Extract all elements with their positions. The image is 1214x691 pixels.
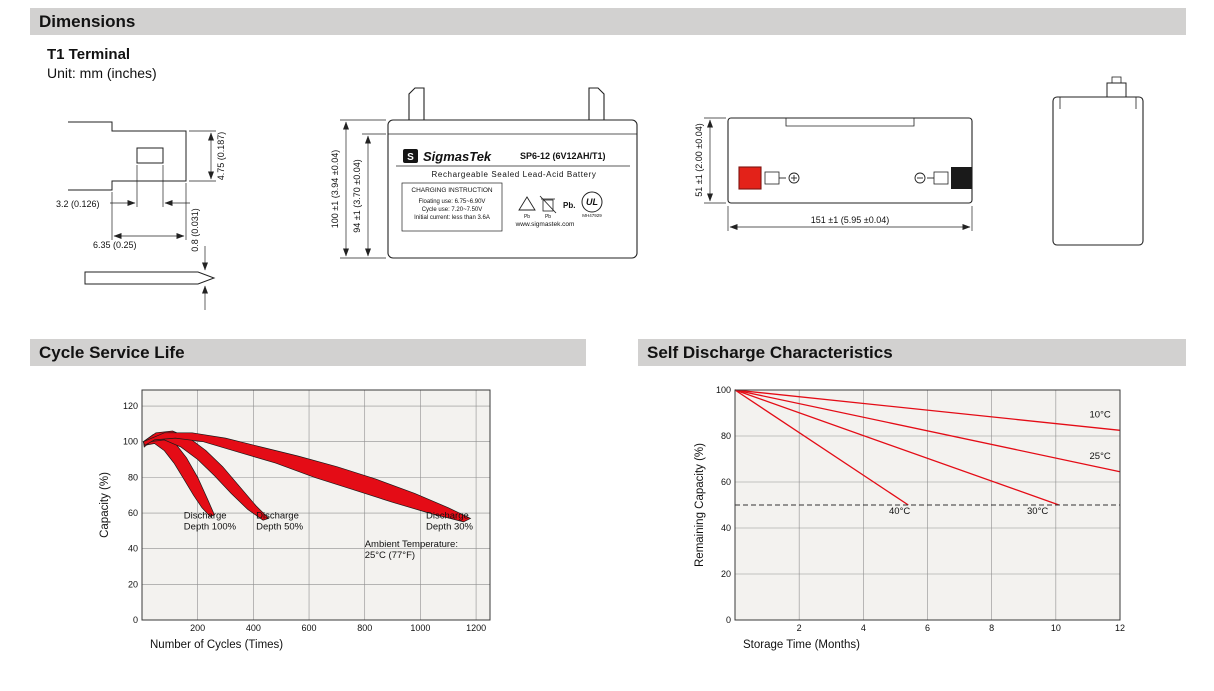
charging-instruction-title: CHARGING INSTRUCTION <box>411 187 493 194</box>
self-discharge-chart: 2 4 6 8 10 12 0 20 40 60 80 100 10°C 25°C 30°C 40°C Stor… <box>694 385 1125 651</box>
y-tick-label: 80 <box>128 472 138 482</box>
recycle-pb-label: Pb <box>524 214 530 220</box>
logo-letter: S <box>407 152 414 163</box>
battery-side-view-drawing: 51 ±1 (2.00 ±0.04) 151 ±1 (5.95 ±0.04) <box>694 117 973 231</box>
y-tick-label: 40 <box>721 523 731 533</box>
front-left-terminal <box>408 87 425 120</box>
chart-annotation: Discharge <box>426 510 469 521</box>
x-tick-label: 200 <box>190 623 205 633</box>
y-axis-title: Capacity (%) <box>99 472 111 538</box>
y-tick-label: 60 <box>721 477 731 487</box>
x-tick-label: 1200 <box>466 623 486 633</box>
x-tick-label: 10 <box>1051 623 1061 633</box>
chart-annotation: Depth 50% <box>256 521 304 532</box>
end-view-terminal <box>1106 82 1127 98</box>
pb-mark: Pb. <box>563 201 575 210</box>
x-tick-label: 6 <box>925 623 930 633</box>
battery-front-view-drawing: S SigmasTek SP6-12 (6V12AH/T1) Rechargea… <box>330 87 638 259</box>
x-tick-label: 1000 <box>410 623 430 633</box>
dim-terminal-height: 4.75 (0.187) <box>216 132 226 181</box>
charging-instruction-box <box>401 182 503 232</box>
front-right-terminal <box>588 87 605 120</box>
website-label: www.sigmastek.com <box>515 221 575 228</box>
chart-annotation: 10°C <box>1090 410 1111 421</box>
y-tick-label: 0 <box>133 615 138 625</box>
x-tick-label: 600 <box>302 623 317 633</box>
chart-annotation: Discharge <box>184 510 227 521</box>
x-tick-label: 12 <box>1115 623 1125 633</box>
section-header-cycle-service-life: Cycle Service Life <box>30 339 586 366</box>
charging-line-3: Initial current: less than 3.6A <box>414 215 490 221</box>
chart-annotation: 25°C <box>1090 451 1111 462</box>
x-axis-title: Storage Time (Months) <box>743 639 860 651</box>
dim-terminal-width: 6.35 (0.25) <box>93 240 137 250</box>
y-tick-label: 40 <box>128 544 138 554</box>
x-axis-title: Number of Cycles (Times) <box>150 639 283 651</box>
dim-terminal-thickness: 0.8 (0.031) <box>190 208 200 252</box>
battery-side-body <box>727 117 973 204</box>
chart-annotation: Depth 100% <box>184 521 237 532</box>
chart-annotation: Depth 30% <box>426 521 474 532</box>
ul-file-number: MH47929 <box>582 213 602 218</box>
minus-symbol-icon <box>914 172 926 184</box>
ul-mark-icon <box>581 191 603 213</box>
chart-annotation: 30°C <box>1027 506 1048 517</box>
y-tick-label: 0 <box>726 615 731 625</box>
series-40°C <box>734 389 909 506</box>
y-tick-label: 100 <box>716 385 731 395</box>
y-tick-label: 100 <box>123 437 138 447</box>
dim-side-height: 51 ±1 (2.00 ±0.04) <box>694 123 704 196</box>
dim-terminal-offset: 3.2 (0.126) <box>56 199 100 209</box>
section-header-dimensions: Dimensions <box>30 8 1186 35</box>
product-type-label: Rechargeable Sealed Lead-Acid Battery <box>432 170 597 179</box>
section-header-self-discharge: Self Discharge Characteristics <box>638 339 1186 366</box>
dim-side-length: 151 ±1 (5.95 ±0.04) <box>811 215 889 225</box>
chart-annotation: 40°C <box>889 506 910 517</box>
terminal-blade-edge-view <box>84 271 216 285</box>
ul-mark-text: UL <box>586 197 598 207</box>
battery-front-body <box>387 119 638 259</box>
y-tick-label: 20 <box>721 569 731 579</box>
positive-terminal-block <box>738 166 762 190</box>
negative-terminal-block <box>951 167 972 189</box>
cycle-service-life-chart: 200 400 600 800 1000 1200 0 20 40 60 80 100 120 Disch… <box>99 389 491 651</box>
model-number: SP6-12 (6V12AH/T1) <box>520 151 606 161</box>
chart-annotation: Ambient Temperature: <box>365 539 458 550</box>
dim-front-total-height: 100 ±1 (3.94 ±0.04) <box>330 150 340 228</box>
band-Discharge Depth 30% <box>142 432 472 523</box>
terminal-type-label: T1 Terminal <box>47 46 131 63</box>
y-tick-label: 80 <box>721 431 731 441</box>
y-tick-label: 60 <box>128 508 138 518</box>
series-25°C <box>734 389 1121 473</box>
dim-front-case-height: 94 ±1 (3.70 ±0.04) <box>352 159 362 232</box>
x-tick-label: 4 <box>861 623 866 633</box>
t1-terminal-profile-drawing: 4.75 (0.187) 3.2 (0.126) 6.35 (0.25) 0.8… <box>56 121 226 310</box>
y-axis-title: Remaining Capacity (%) <box>694 443 706 567</box>
brand-name: SigmasTek <box>423 149 492 164</box>
y-tick-label: 120 <box>123 401 138 411</box>
unit-note: Unit: mm (inches) <box>47 65 157 81</box>
dimension-drawings: 4.75 (0.187) 3.2 (0.126) 6.35 (0.25) 0.8… <box>56 76 1144 310</box>
crossed-bin-icon <box>539 195 557 214</box>
x-tick-label: 2 <box>797 623 802 633</box>
recycle-icon <box>518 196 536 211</box>
sigmastek-logo-icon <box>403 149 418 163</box>
battery-end-view-drawing <box>1052 76 1144 246</box>
charging-line-2: Cycle use: 7.20~7.50V <box>422 207 483 213</box>
x-tick-label: 8 <box>989 623 994 633</box>
bin-pb-label: Pb <box>545 214 551 220</box>
y-tick-label: 20 <box>128 579 138 589</box>
x-tick-label: 400 <box>246 623 261 633</box>
battery-end-body <box>1052 96 1144 246</box>
plus-symbol-icon <box>788 172 800 184</box>
charging-line-1: Floating use: 6.75~6.90V <box>419 199 486 205</box>
chart-annotation: Discharge <box>256 510 299 521</box>
series-10°C <box>734 389 1121 431</box>
chart-annotation: 25°C (77°F) <box>365 550 415 561</box>
series-30°C <box>734 389 1060 506</box>
x-tick-label: 800 <box>357 623 372 633</box>
